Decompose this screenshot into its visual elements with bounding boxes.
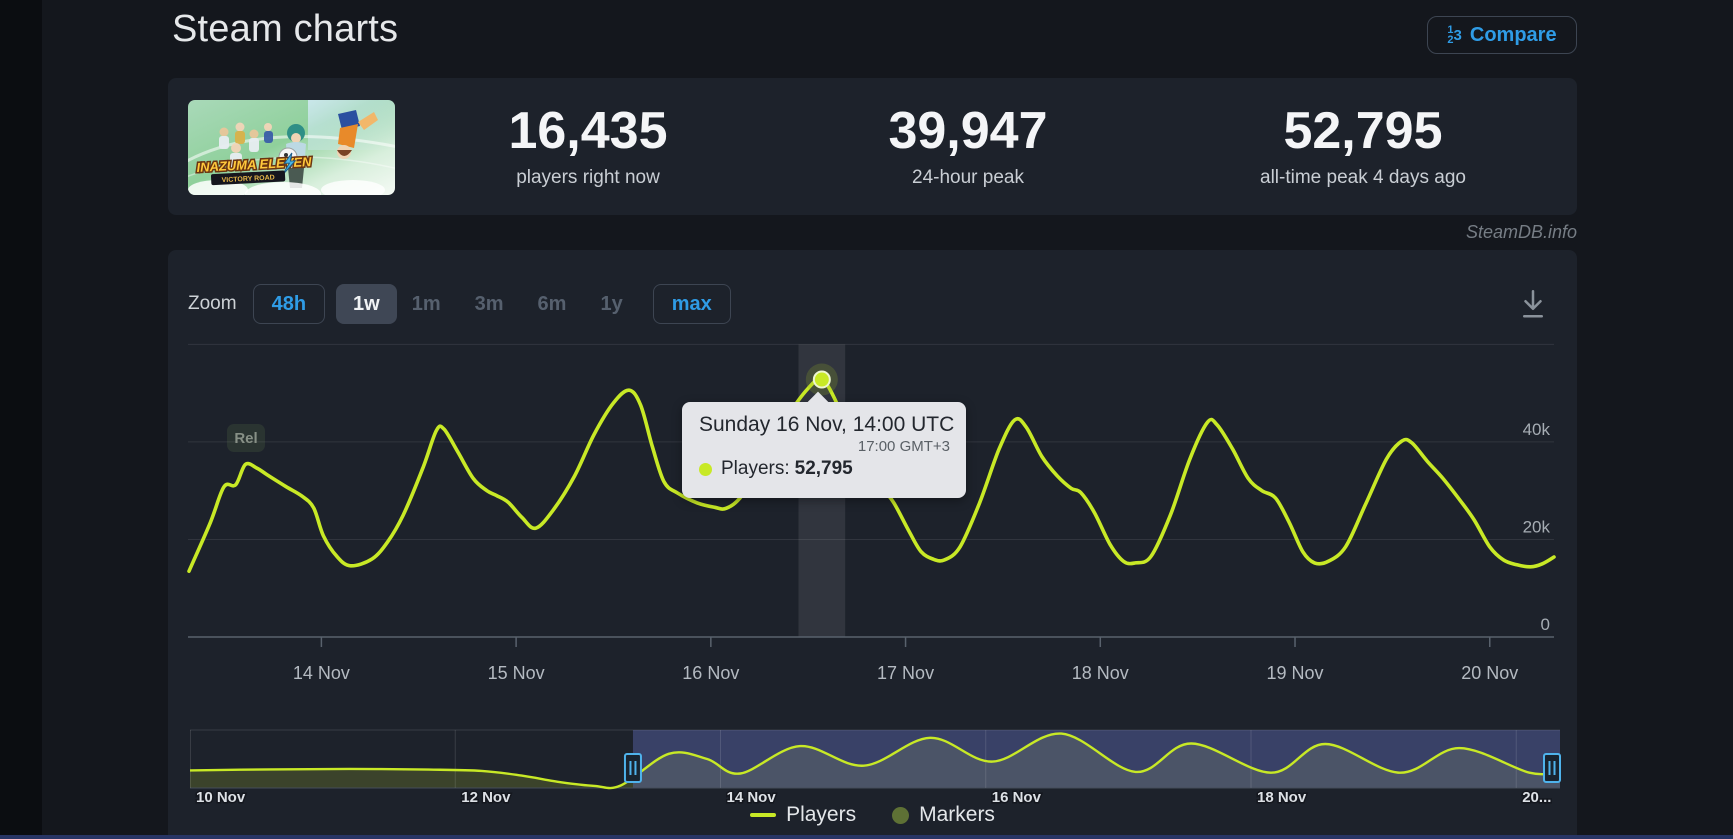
release-marker-flag[interactable]: Rel [227, 424, 265, 452]
x-axis-label-20-Nov: 20 Nov [1461, 663, 1519, 683]
chart-panel: Zoom 48h 1w 1m 3m 6m 1y max 0 20k 40k 14 Nov 15 N… [168, 250, 1577, 839]
legend-players-label: Players [786, 803, 857, 826]
download-button[interactable] [1518, 288, 1548, 322]
navigator-selected-range[interactable] [632, 730, 1560, 788]
zoom-button-1m[interactable]: 1m [411, 292, 441, 315]
stat-24h-peak: 39,947 24-hour peak [828, 78, 1108, 215]
stat-alltime-peak-value: 52,795 [1283, 101, 1443, 160]
legend-item-markers[interactable]: Markers [892, 803, 995, 827]
stat-players-now-value: 16,435 [508, 101, 668, 160]
stat-alltime-peak: 52,795 all-time peak 4 days ago [1218, 78, 1508, 215]
hovered-point-marker[interactable] [812, 370, 831, 389]
y-tick-label-40k: 40k [1523, 420, 1551, 439]
tooltip-players-row: Players: 52,795 [699, 458, 950, 480]
stat-alltime-peak-label: all-time peak 4 days ago [1260, 166, 1466, 188]
zoom-button-48h[interactable]: 48h [252, 284, 326, 324]
navigator-label-20: 20... [1522, 789, 1551, 806]
players-group [219, 122, 273, 168]
zoom-range-label: Zoom [188, 293, 237, 314]
page-title: Steam charts [172, 8, 399, 50]
stat-players-now: 16,435 players right now [448, 78, 728, 215]
chart-navigator[interactable]: 10 Nov 12 Nov 14 Nov 16 Nov 18 Nov 20... [189, 728, 1561, 810]
navigator-label-16Nov: 16 Nov [992, 789, 1042, 806]
compare-label: Compare [1469, 23, 1557, 46]
steamdb-watermark: SteamDB.info [1465, 222, 1577, 242]
navigator-right-handle[interactable] [1543, 753, 1561, 783]
legend-markers-label: Markers [919, 803, 995, 826]
zoom-button-max[interactable]: max [652, 284, 731, 324]
jumping-character [337, 110, 378, 159]
x-axis-label-19-Nov: 19 Nov [1266, 663, 1324, 683]
x-axis-label-14-Nov: 14 Nov [292, 663, 350, 683]
game-logo-line2: VICTORY ROAD [221, 174, 274, 184]
tooltip-series-dot [699, 462, 712, 476]
left-edge-strip [0, 0, 42, 839]
x-axis-label-17-Nov: 17 Nov [877, 663, 935, 683]
x-axis-label-15-Nov: 15 Nov [487, 663, 545, 683]
navigator-area-fill [190, 733, 1560, 789]
markers-dot-swatch [892, 806, 910, 824]
navigator-label-10Nov: 10 Nov [196, 789, 246, 806]
game-capsule[interactable]: INAZUMA ELEVEN VICTORY ROAD [188, 100, 395, 195]
navigator-series-line [189, 732, 1561, 790]
navigator-label-14Nov: 14 Nov [726, 789, 776, 806]
y-tick-label-20k: 20k [1523, 517, 1551, 536]
navigator-label-18Nov: 18 Nov [1257, 789, 1307, 806]
stat-24h-peak-label: 24-hour peak [912, 166, 1024, 188]
players-line-swatch [750, 813, 777, 817]
x-axis-labels: 14 Nov 15 Nov 16 Nov 17 Nov 18 Nov 19 Nov 20 N… [188, 663, 1554, 689]
zoom-button-3m[interactable]: 3m [474, 292, 504, 315]
navigator-label-12Nov: 12 Nov [461, 789, 511, 806]
tooltip-local-time: 17:00 GMT+3 [857, 438, 950, 455]
tooltip-value: 52,795 [794, 458, 853, 479]
game-capsule-art: INAZUMA ELEVEN VICTORY ROAD [188, 100, 395, 195]
zoom-button-1w[interactable]: 1w [336, 284, 397, 324]
x-axis-label-18-Nov: 18 Nov [1071, 663, 1129, 683]
legend-item-players[interactable]: Players [750, 803, 856, 827]
tooltip-series-label: Players: [721, 458, 790, 479]
chart-tooltip: Sunday 16 Nov, 14:00 UTC 17:00 GMT+3 Pla… [682, 391, 966, 498]
download-icon [1523, 290, 1543, 318]
next-section-edge [0, 835, 1733, 839]
chart-toolbar: Zoom 48h 1w 1m 3m 6m 1y max [188, 284, 742, 324]
zoom-button-6m[interactable]: 6m [537, 292, 567, 315]
game-logo: INAZUMA ELEVEN VICTORY ROAD [195, 152, 314, 186]
stat-24h-peak-value: 39,947 [888, 101, 1048, 160]
zoom-buttons: 48h 1w 1m 3m 6m 1y max [252, 284, 742, 324]
navigator-left-handle[interactable] [623, 753, 642, 783]
tooltip-date: Sunday 16 Nov, 14:00 UTC [699, 413, 955, 436]
zoom-button-1y[interactable]: 1y [600, 292, 623, 315]
y-tick-label-0: 0 [1541, 615, 1550, 634]
x-axis-label-16-Nov: 16 Nov [682, 663, 740, 683]
stats-panel: INAZUMA ELEVEN VICTORY ROAD 16,435 playe… [168, 78, 1577, 215]
stat-players-now-label: players right now [516, 166, 660, 188]
chart-legend: Players Markers [168, 803, 1577, 827]
